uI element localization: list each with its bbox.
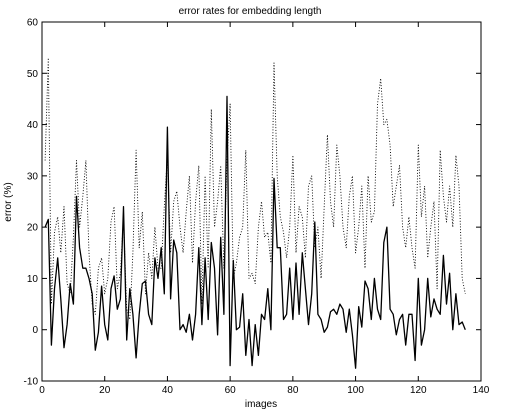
y-axis: -10 0 10 20 30 40 50 60 <box>24 18 481 388</box>
y-tick-label: 20 <box>27 223 39 234</box>
x-tick-label: 20 <box>99 385 111 396</box>
chart-title: error rates for embedding length <box>179 6 322 17</box>
x-axis: 0 20 40 60 80 100 120 140 <box>39 22 490 396</box>
y-tick-label: 0 <box>32 325 38 336</box>
x-tick-label: 60 <box>225 385 237 396</box>
x-axis-label: images <box>245 399 277 410</box>
x-tick-label: 80 <box>287 385 299 396</box>
x-tick-label: 100 <box>347 385 364 396</box>
x-tick-label: 0 <box>39 385 45 396</box>
y-axis-label: error (%) <box>3 182 14 221</box>
y-tick-label: -10 <box>24 377 39 388</box>
x-tick-label: 120 <box>410 385 427 396</box>
y-tick-label: 30 <box>27 171 39 182</box>
y-tick-label: 10 <box>27 274 39 285</box>
solid-series-line <box>44 95 466 369</box>
dotted-series-line <box>44 57 466 320</box>
series-group <box>44 57 466 369</box>
plot-frame <box>41 21 482 382</box>
x-tick-label: 140 <box>473 385 490 396</box>
y-tick-label: 50 <box>27 69 39 80</box>
y-tick-label: 60 <box>27 18 39 29</box>
x-tick-label: 40 <box>162 385 174 396</box>
y-tick-label: 40 <box>27 120 39 131</box>
